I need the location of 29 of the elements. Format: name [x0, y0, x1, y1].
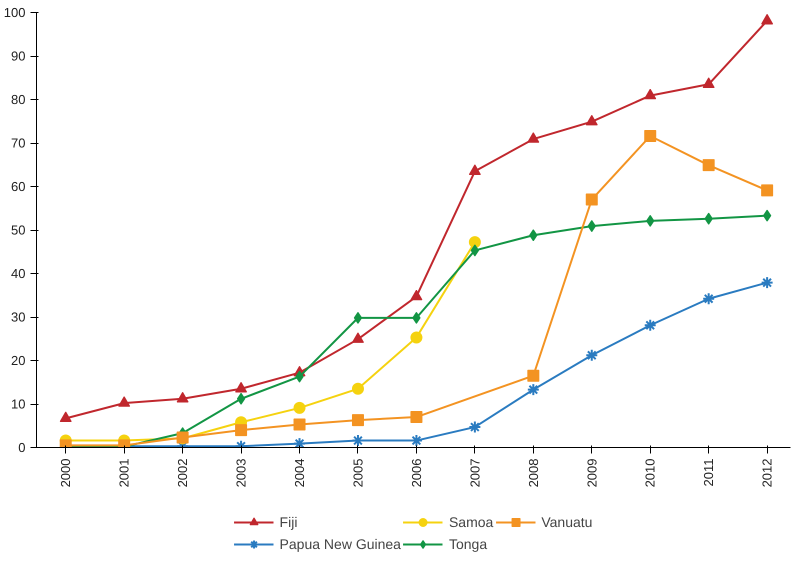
x-tick-label: 2010: [642, 458, 658, 488]
y-tick-label: 20: [11, 353, 26, 368]
x-tick-label: 2003: [234, 458, 249, 488]
legend-label: Fiji: [280, 514, 298, 530]
x-tick-label: 2002: [175, 458, 190, 488]
legend-label: Tonga: [448, 536, 488, 552]
x-tick-label: 2012: [760, 458, 775, 488]
y-tick-label: 40: [11, 266, 26, 281]
x-tick-label: 2005: [350, 458, 366, 488]
x-tick-label: 2001: [116, 458, 132, 488]
y-tick-label: 50: [11, 222, 26, 238]
legend-label: Samoa: [448, 514, 494, 530]
y-tick-label: 30: [11, 310, 26, 324]
y-tick-label: 10: [11, 396, 26, 412]
x-tick-label: 2006: [408, 458, 424, 488]
legend-label: Vanuatu: [541, 514, 592, 530]
y-tick-label: 100: [4, 5, 26, 20]
x-tick-label: 2009: [584, 458, 600, 488]
x-tick-label: 2008: [526, 458, 541, 488]
y-tick-label: 0: [18, 440, 26, 455]
x-tick-label: 2011: [701, 458, 716, 486]
y-tick-label: 80: [11, 92, 26, 107]
x-tick-label: 2007: [467, 458, 482, 488]
x-tick-label: 2004: [292, 458, 308, 488]
y-tick-label: 70: [11, 136, 26, 150]
x-tick-label: 2000: [58, 458, 74, 488]
legend-label: Papua New Guinea: [280, 536, 401, 552]
y-tick-label: 90: [11, 48, 26, 64]
y-tick-label: 60: [11, 179, 26, 194]
